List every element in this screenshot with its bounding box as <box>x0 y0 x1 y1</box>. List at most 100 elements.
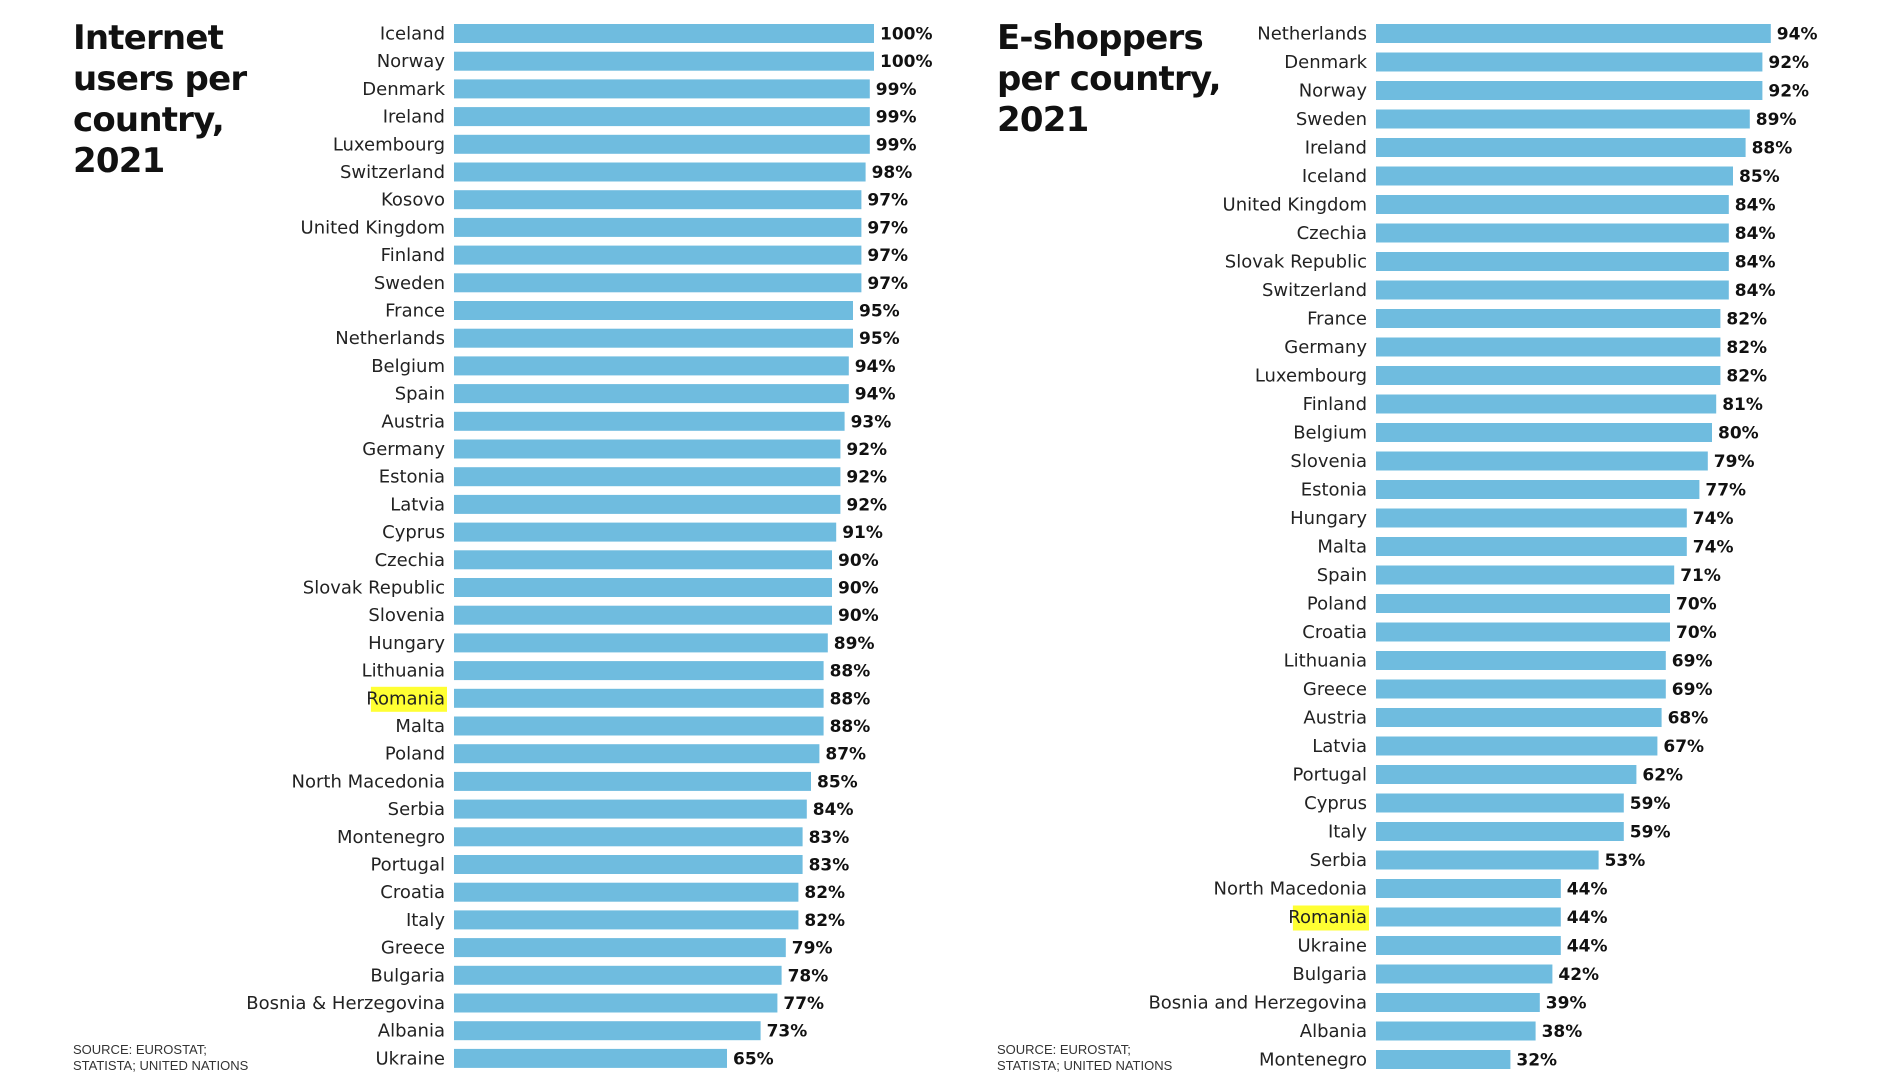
value-label: 88% <box>830 717 871 737</box>
category-label: Czechia <box>375 550 445 571</box>
value-label: 88% <box>1752 139 1793 159</box>
category-label: Norway <box>377 51 446 72</box>
value-label: 59% <box>1630 823 1671 843</box>
category-label: Portugal <box>1292 765 1367 786</box>
value-label: 97% <box>867 218 908 238</box>
value-label: 32% <box>1516 1051 1557 1071</box>
bar <box>454 162 866 182</box>
bar <box>1376 651 1666 670</box>
value-label: 65% <box>733 1049 774 1069</box>
category-label: Bosnia & Herzegovina <box>246 993 445 1014</box>
bar <box>1376 480 1700 499</box>
bar <box>1376 508 1687 528</box>
bar <box>454 910 799 930</box>
bar <box>1376 537 1687 556</box>
value-label: 91% <box>842 523 883 543</box>
value-label: 79% <box>792 939 833 959</box>
bar <box>1376 822 1624 841</box>
category-label: Sweden <box>374 273 445 294</box>
bar <box>454 522 837 542</box>
bar-row: Luxembourg 99% <box>333 134 917 155</box>
category-label: Italy <box>1328 822 1367 843</box>
category-label: Sweden <box>1296 109 1367 130</box>
value-label: 44% <box>1567 908 1608 928</box>
value-label: 74% <box>1693 538 1734 558</box>
category-label: Belgium <box>1293 423 1367 444</box>
bar-row: Poland 87% <box>385 744 866 765</box>
value-label: 73% <box>767 1022 808 1042</box>
bar-row: Portugal 62% <box>1292 765 1683 786</box>
value-label: 89% <box>1756 110 1797 130</box>
bar-row: France 95% <box>385 301 900 322</box>
category-label: Greece <box>1303 679 1367 700</box>
bar <box>1376 736 1658 756</box>
bar <box>454 771 811 791</box>
bar-row: Cyprus 59% <box>1304 793 1670 814</box>
bar-row: Germany 82% <box>1284 337 1767 358</box>
bar-row: Denmark 99% <box>362 79 916 100</box>
bar <box>454 24 874 43</box>
category-label: Estonia <box>1301 480 1367 501</box>
category-label: Czechia <box>1297 223 1367 244</box>
value-label: 38% <box>1542 1022 1583 1042</box>
bar <box>1376 394 1717 414</box>
value-label: 90% <box>838 606 879 626</box>
bar-row: Greece 79% <box>381 938 833 959</box>
category-label: Poland <box>385 744 445 765</box>
bar <box>454 384 849 404</box>
category-label: Albania <box>378 1021 445 1042</box>
bar <box>1376 195 1729 214</box>
bar <box>1376 1021 1536 1041</box>
category-label: Switzerland <box>1262 280 1367 301</box>
category-label: Malta <box>1317 537 1367 558</box>
category-label: Romania <box>1288 907 1367 928</box>
bar-row: Slovenia 79% <box>1290 451 1754 472</box>
bar-row: Iceland 100% <box>380 24 933 45</box>
bar <box>454 716 824 736</box>
value-label: 42% <box>1558 965 1599 985</box>
value-label: 70% <box>1676 595 1717 615</box>
category-label: Slovenia <box>368 605 445 626</box>
bar-row: Luxembourg 82% <box>1255 366 1767 387</box>
bar-row: Spain 94% <box>395 384 896 405</box>
value-label: 99% <box>876 108 917 128</box>
chart-title: E-shoppers per country, 2021 <box>997 18 1222 140</box>
category-label: Poland <box>1307 594 1367 615</box>
value-label: 84% <box>1735 224 1776 244</box>
category-label: Ireland <box>1305 138 1367 159</box>
bar <box>1376 679 1666 699</box>
value-label: 92% <box>1768 53 1809 73</box>
bar-row: Croatia 70% <box>1302 622 1716 643</box>
bar-row: Ireland 99% <box>383 107 917 128</box>
value-label: 94% <box>1777 25 1818 45</box>
value-label: 77% <box>783 994 824 1014</box>
value-label: 84% <box>1735 281 1776 301</box>
category-label: Spain <box>395 384 445 405</box>
value-label: 44% <box>1567 937 1608 957</box>
value-label: 93% <box>851 412 892 432</box>
bar-row: Hungary 74% <box>1290 508 1733 529</box>
category-label: Austria <box>1303 708 1367 729</box>
bar <box>454 744 820 764</box>
bar <box>1376 309 1721 328</box>
bar <box>454 882 799 902</box>
bar-row: Albania 73% <box>378 1021 808 1042</box>
bar <box>1376 337 1721 357</box>
category-label: North Macedonia <box>1214 879 1367 900</box>
category-label: Croatia <box>1302 622 1367 643</box>
e-shoppers-bar-chart: Netherlands 94% Denmark 92% Norway 92% Sweden 8… <box>1148 24 1818 1071</box>
category-label: Estonia <box>379 467 445 488</box>
category-label: Slovenia <box>1290 451 1367 472</box>
value-label: 100% <box>880 52 933 72</box>
value-label: 92% <box>846 468 887 488</box>
bar-row: Latvia 92% <box>390 494 887 515</box>
value-label: 99% <box>876 135 917 155</box>
source-note: SOURCE: EUROSTAT; STATISTA; UNITED NATIO… <box>73 1042 249 1073</box>
bar-row: Norway 100% <box>377 51 933 72</box>
category-label: United Kingdom <box>301 217 445 238</box>
bar <box>454 439 841 459</box>
bar <box>1376 850 1599 870</box>
value-label: 70% <box>1676 623 1717 643</box>
highlight-marker <box>370 686 447 712</box>
value-label: 100% <box>880 25 933 45</box>
